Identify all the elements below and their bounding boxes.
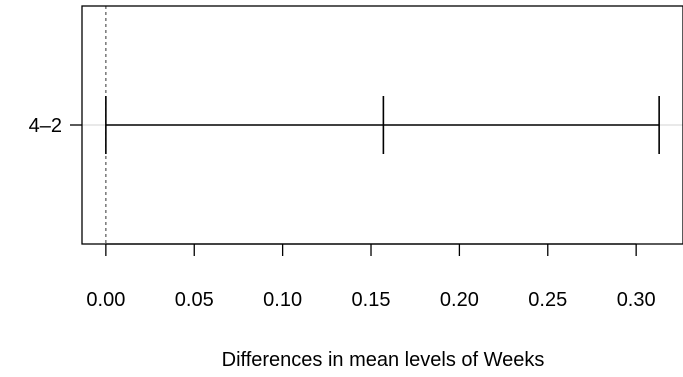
x-tick-label: 0.20 [440, 289, 479, 311]
x-tick-label: 0.25 [528, 289, 567, 311]
x-axis: 0.00 0.05 0.10 0.15 0.20 0.25 0.30 [86, 243, 656, 311]
plot-layer [82, 6, 683, 244]
x-axis-title: Differences in mean levels of Weeks [222, 349, 545, 371]
x-tick-label: 0.05 [175, 289, 214, 311]
x-tick-label: 0.00 [86, 289, 125, 311]
plot-frame [81, 5, 683, 245]
x-tick-label: 0.30 [617, 289, 656, 311]
x-tick-label: 0.10 [263, 289, 302, 311]
y-tick-label: 4–2 [29, 115, 62, 137]
x-tick-label: 0.15 [352, 289, 391, 311]
y-axis: 4–2 [29, 115, 82, 137]
